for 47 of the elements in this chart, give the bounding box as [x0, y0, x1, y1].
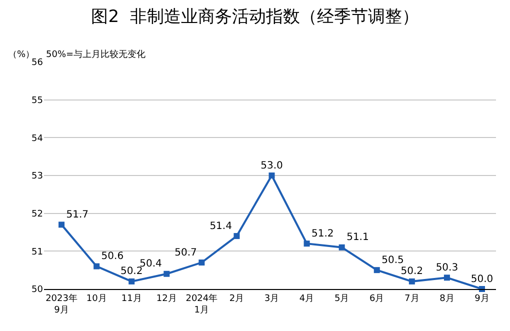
point — [304, 240, 310, 247]
x-tick-label: 4月 — [299, 294, 314, 304]
x-tick-label: 11月 — [121, 294, 142, 304]
y-tick-label: 55 — [32, 96, 43, 106]
point — [338, 244, 345, 250]
point — [94, 263, 100, 270]
x-tick-label: 12月 — [156, 294, 177, 304]
point — [164, 270, 170, 277]
point — [128, 278, 135, 284]
y-tick-label: 56 — [32, 58, 44, 68]
y-tick-label: 53 — [32, 172, 43, 182]
y-axis-title: （%） — [8, 50, 35, 60]
x-tick-label: 2月 — [229, 294, 244, 304]
data-label: 50.3 — [436, 262, 458, 274]
data-label: 50.7 — [174, 247, 197, 258]
y-tick-label: 50 — [32, 285, 44, 296]
y-tick-label: 52 — [32, 209, 43, 220]
data-label: 51.1 — [346, 232, 369, 244]
y-tick-label: 54 — [32, 134, 44, 144]
data-label: 50.0 — [470, 274, 494, 285]
text: 50%=与上月比较无变化 — [46, 49, 146, 60]
x-tick-label: 9月 — [474, 294, 490, 304]
chart-title: 图2 非制造业商务活动指数（经季节调整） — [91, 6, 419, 27]
data-label: 50.6 — [101, 251, 124, 262]
point — [374, 267, 380, 274]
data-label: 50.2 — [400, 266, 424, 278]
x-tick-label: 6月 — [370, 294, 384, 304]
point — [408, 278, 415, 284]
x-tick-label: 7月 — [404, 294, 420, 304]
x-tick-label: 2024年 1月 — [186, 292, 218, 316]
y-tick-label: 51 — [32, 247, 43, 258]
point — [444, 274, 450, 281]
data-label: 51.4 — [210, 220, 232, 232]
point — [198, 260, 205, 266]
data-label: 51.2 — [312, 228, 334, 240]
x-tick-label: 5月 — [334, 294, 350, 304]
point — [268, 172, 275, 178]
data-label: 50.5 — [382, 254, 404, 266]
data-label: 50.2 — [120, 266, 143, 278]
point — [58, 222, 65, 228]
data-label: 51.7 — [66, 209, 89, 220]
x-tick-label: 10月 — [86, 294, 107, 304]
x-tick-label: 8月 — [440, 294, 454, 304]
point — [234, 233, 240, 240]
data-label: 53.0 — [260, 160, 283, 172]
x-tick-label: 3月 — [264, 294, 280, 304]
x-tick-label: 2023年 9月 — [46, 292, 78, 316]
